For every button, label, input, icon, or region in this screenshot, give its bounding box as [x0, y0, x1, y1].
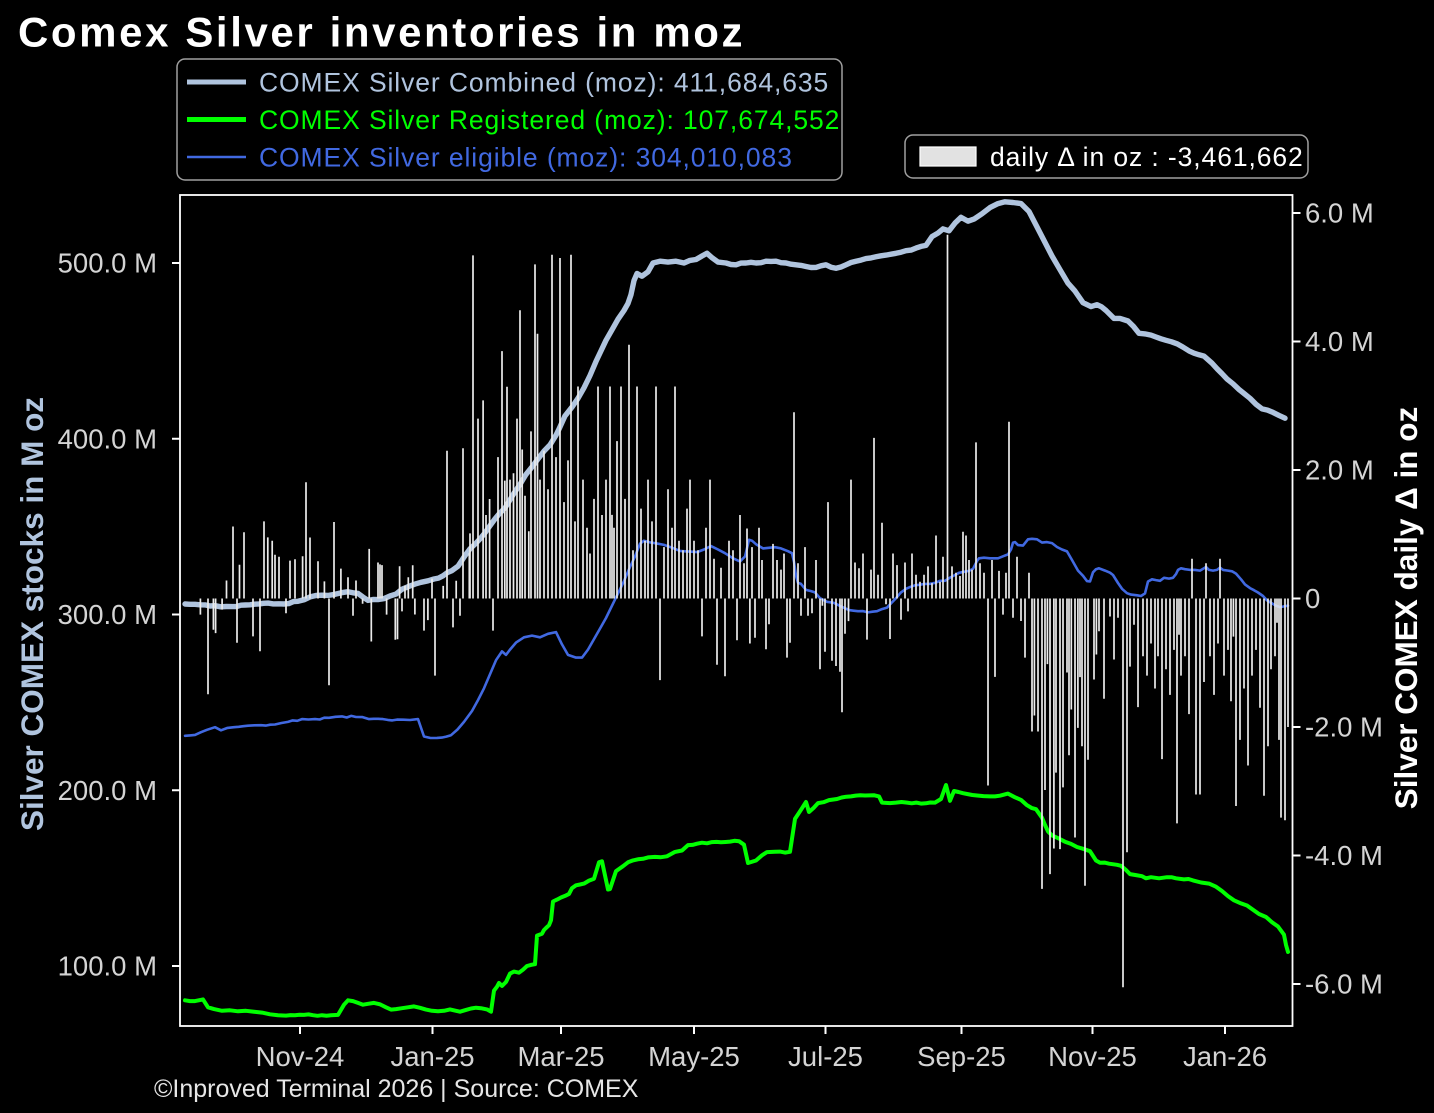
svg-text:Jan-26: Jan-26 — [1183, 1041, 1267, 1072]
svg-text:Jan-25: Jan-25 — [390, 1041, 474, 1072]
svg-text:300.0 M: 300.0 M — [58, 599, 157, 630]
svg-text:0: 0 — [1305, 583, 1320, 614]
svg-text:Nov-25: Nov-25 — [1048, 1041, 1137, 1072]
svg-text:500.0 M: 500.0 M — [58, 248, 157, 279]
svg-text:2.0 M: 2.0 M — [1305, 455, 1374, 486]
svg-text:May-25: May-25 — [648, 1041, 740, 1072]
svg-text:COMEX Silver Registered (moz):: COMEX Silver Registered (moz): 107,674,5… — [259, 105, 840, 135]
svg-text:Comex Silver inventories in mo: Comex Silver inventories in moz — [18, 9, 745, 56]
svg-text:6.0 M: 6.0 M — [1305, 198, 1374, 229]
svg-text:-4.0 M: -4.0 M — [1305, 840, 1383, 871]
svg-text:Nov-24: Nov-24 — [256, 1041, 345, 1072]
svg-text:Silver COMEX daily Δ in oz: Silver COMEX daily Δ in oz — [1388, 407, 1424, 810]
svg-text:-2.0 M: -2.0 M — [1305, 712, 1383, 743]
svg-text:Mar-25: Mar-25 — [517, 1041, 604, 1072]
svg-text:Sep-25: Sep-25 — [917, 1041, 1006, 1072]
svg-text:-6.0 M: -6.0 M — [1305, 969, 1383, 1000]
svg-text:100.0 M: 100.0 M — [58, 951, 157, 982]
svg-text:Silver COMEX stocks in M oz: Silver COMEX stocks in M oz — [14, 397, 50, 831]
svg-text:COMEX Silver Combined (moz): 4: COMEX Silver Combined (moz): 411,684,635 — [259, 68, 829, 98]
svg-text:400.0 M: 400.0 M — [58, 423, 157, 454]
svg-text:200.0 M: 200.0 M — [58, 775, 157, 806]
svg-text:4.0 M: 4.0 M — [1305, 326, 1374, 357]
svg-text:daily Δ in oz : -3,461,662: daily Δ in oz : -3,461,662 — [990, 142, 1304, 172]
svg-text:Jul-25: Jul-25 — [788, 1041, 863, 1072]
svg-text:©Inproved Terminal 2026 | Sour: ©Inproved Terminal 2026 | Source: COMEX — [154, 1075, 639, 1103]
svg-text:COMEX Silver eligible (moz): 3: COMEX Silver eligible (moz): 304,010,083 — [259, 143, 793, 173]
